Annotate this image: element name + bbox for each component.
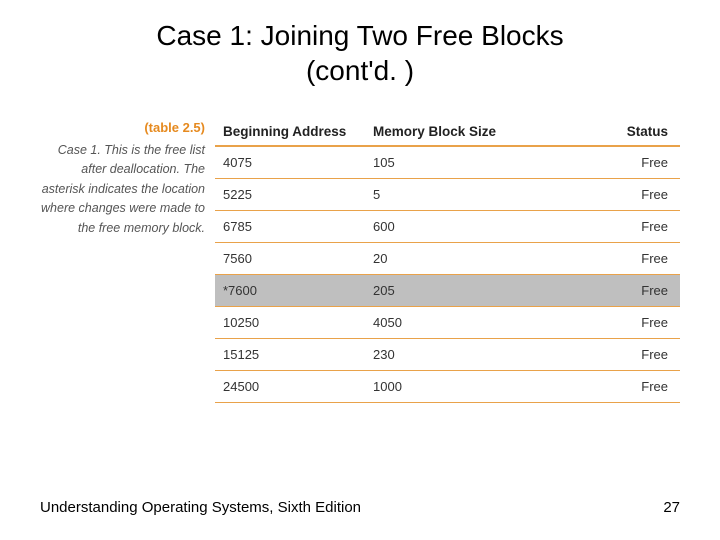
cell-status: Free [535, 243, 680, 275]
title-line-2: (cont'd. ) [306, 55, 414, 86]
cell-status: Free [535, 339, 680, 371]
table-column: Beginning Address Memory Block Size Stat… [215, 120, 680, 403]
table-row: 4075105Free [215, 146, 680, 179]
table-row: 52255Free [215, 179, 680, 211]
cell-size: 105 [365, 146, 535, 179]
table-label: (table 2.5) [40, 120, 205, 135]
cell-size: 600 [365, 211, 535, 243]
table-header-row: Beginning Address Memory Block Size Stat… [215, 120, 680, 146]
cell-address: 6785 [215, 211, 365, 243]
col-header-size: Memory Block Size [365, 120, 535, 146]
figure: (table 2.5) Case 1. This is the free lis… [40, 120, 680, 403]
slide: Case 1: Joining Two Free Blocks (cont'd.… [0, 0, 720, 540]
table-row: 6785600Free [215, 211, 680, 243]
cell-status: Free [535, 371, 680, 403]
cell-size: 230 [365, 339, 535, 371]
slide-footer: Understanding Operating Systems, Sixth E… [40, 499, 680, 516]
table-row: 245001000Free [215, 371, 680, 403]
cell-size: 1000 [365, 371, 535, 403]
cell-status: Free [535, 307, 680, 339]
cell-address: 7560 [215, 243, 365, 275]
title-line-1: Case 1: Joining Two Free Blocks [156, 20, 563, 51]
cell-size: 4050 [365, 307, 535, 339]
cell-size: 5 [365, 179, 535, 211]
cell-status: Free [535, 146, 680, 179]
footer-page-number: 27 [663, 499, 680, 516]
cell-address: *7600 [215, 275, 365, 307]
col-header-address: Beginning Address [215, 120, 365, 146]
cell-address: 4075 [215, 146, 365, 179]
free-list-table: Beginning Address Memory Block Size Stat… [215, 120, 680, 403]
cell-size: 205 [365, 275, 535, 307]
caption-text: Case 1. This is the free list after deal… [40, 141, 205, 238]
slide-title: Case 1: Joining Two Free Blocks (cont'd.… [40, 18, 680, 88]
col-header-status: Status [535, 120, 680, 146]
cell-size: 20 [365, 243, 535, 275]
cell-address: 24500 [215, 371, 365, 403]
cell-status: Free [535, 211, 680, 243]
cell-address: 10250 [215, 307, 365, 339]
table-body: 4075105Free52255Free6785600Free756020Fre… [215, 146, 680, 403]
footer-book-title: Understanding Operating Systems, Sixth E… [40, 499, 361, 516]
table-row: 15125230Free [215, 339, 680, 371]
table-row: 756020Free [215, 243, 680, 275]
cell-status: Free [535, 275, 680, 307]
caption-column: (table 2.5) Case 1. This is the free lis… [40, 120, 215, 238]
cell-status: Free [535, 179, 680, 211]
table-row: 102504050Free [215, 307, 680, 339]
cell-address: 5225 [215, 179, 365, 211]
cell-address: 15125 [215, 339, 365, 371]
table-row: *7600205Free [215, 275, 680, 307]
